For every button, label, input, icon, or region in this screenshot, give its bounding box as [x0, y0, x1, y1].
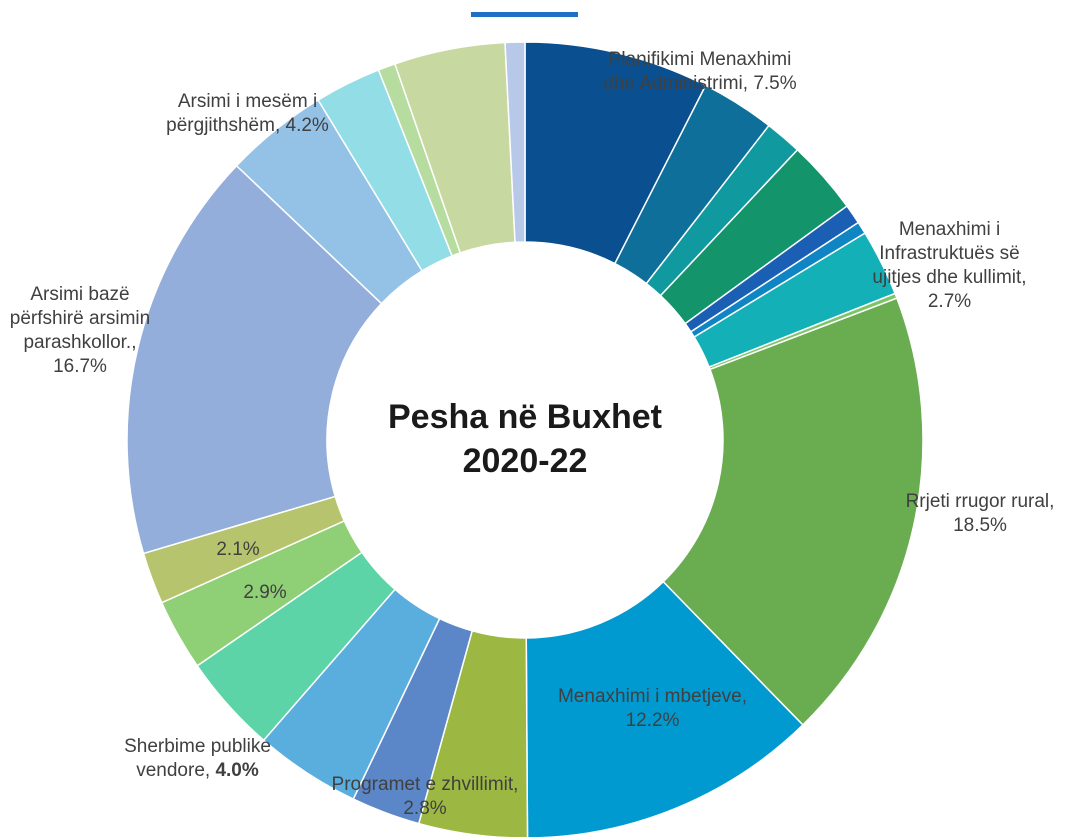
label-value: 2.7% — [927, 291, 972, 312]
label-value: 4.0% — [215, 760, 259, 781]
title-bar — [471, 12, 578, 17]
data-label: Sherbime publike vendore, 4.0% — [95, 735, 300, 783]
label-name: Arsimi i mesëm i përgjithshëm, — [166, 91, 318, 136]
slice — [126, 164, 383, 555]
label-value: 4.2% — [285, 115, 329, 136]
data-label: Rrjeti rrugor rural, 18.5% — [880, 490, 1080, 538]
data-label: Menaxhimi i Infrastruktuës së ujitjes dh… — [862, 218, 1037, 314]
label-value: 2.9% — [243, 582, 287, 603]
label-value: 18.5% — [953, 515, 1007, 536]
label-name: Sherbime publike vendore, — [124, 736, 271, 781]
chart-title: Pesha në Buxhet 2020-22 — [388, 398, 662, 480]
data-label: 2.1% — [203, 538, 273, 562]
data-label: Arsimi bazë përfshirë arsimin parashkoll… — [0, 283, 160, 379]
slice — [662, 297, 924, 727]
label-value: 16.7% — [53, 356, 107, 377]
data-label: Arsimi i mesëm i përgjithshëm, 4.2% — [150, 90, 345, 138]
slice — [525, 580, 804, 837]
label-value: 7.5% — [753, 73, 797, 94]
data-label: Programet e zhvillimit, 2.8% — [330, 773, 520, 821]
label-name: Arsimi bazë përfshirë arsimin parashkoll… — [9, 284, 151, 353]
data-label: Planifikimi Menaxhimi dhe Administrimi, … — [600, 48, 800, 96]
label-name: Rrjeti rrugor rural, — [905, 491, 1055, 512]
label-value: 2.1% — [216, 539, 260, 560]
label-name: Planifikimi Menaxhimi dhe Administrimi, — [603, 49, 792, 94]
label-name: Programet e zhvillimit, — [331, 774, 519, 795]
slice — [504, 41, 526, 244]
label-value: 12.2% — [625, 710, 680, 731]
label-value: 2.8% — [403, 798, 447, 819]
data-label: 2.9% — [230, 581, 300, 605]
data-label: Menaxhimi i mbetjeve, 12.2% — [555, 685, 750, 733]
label-name: Menaxhimi i Infrastruktuës së ujitjes dh… — [872, 219, 1027, 288]
label-name: Menaxhimi i mbetjeve, — [557, 686, 748, 707]
